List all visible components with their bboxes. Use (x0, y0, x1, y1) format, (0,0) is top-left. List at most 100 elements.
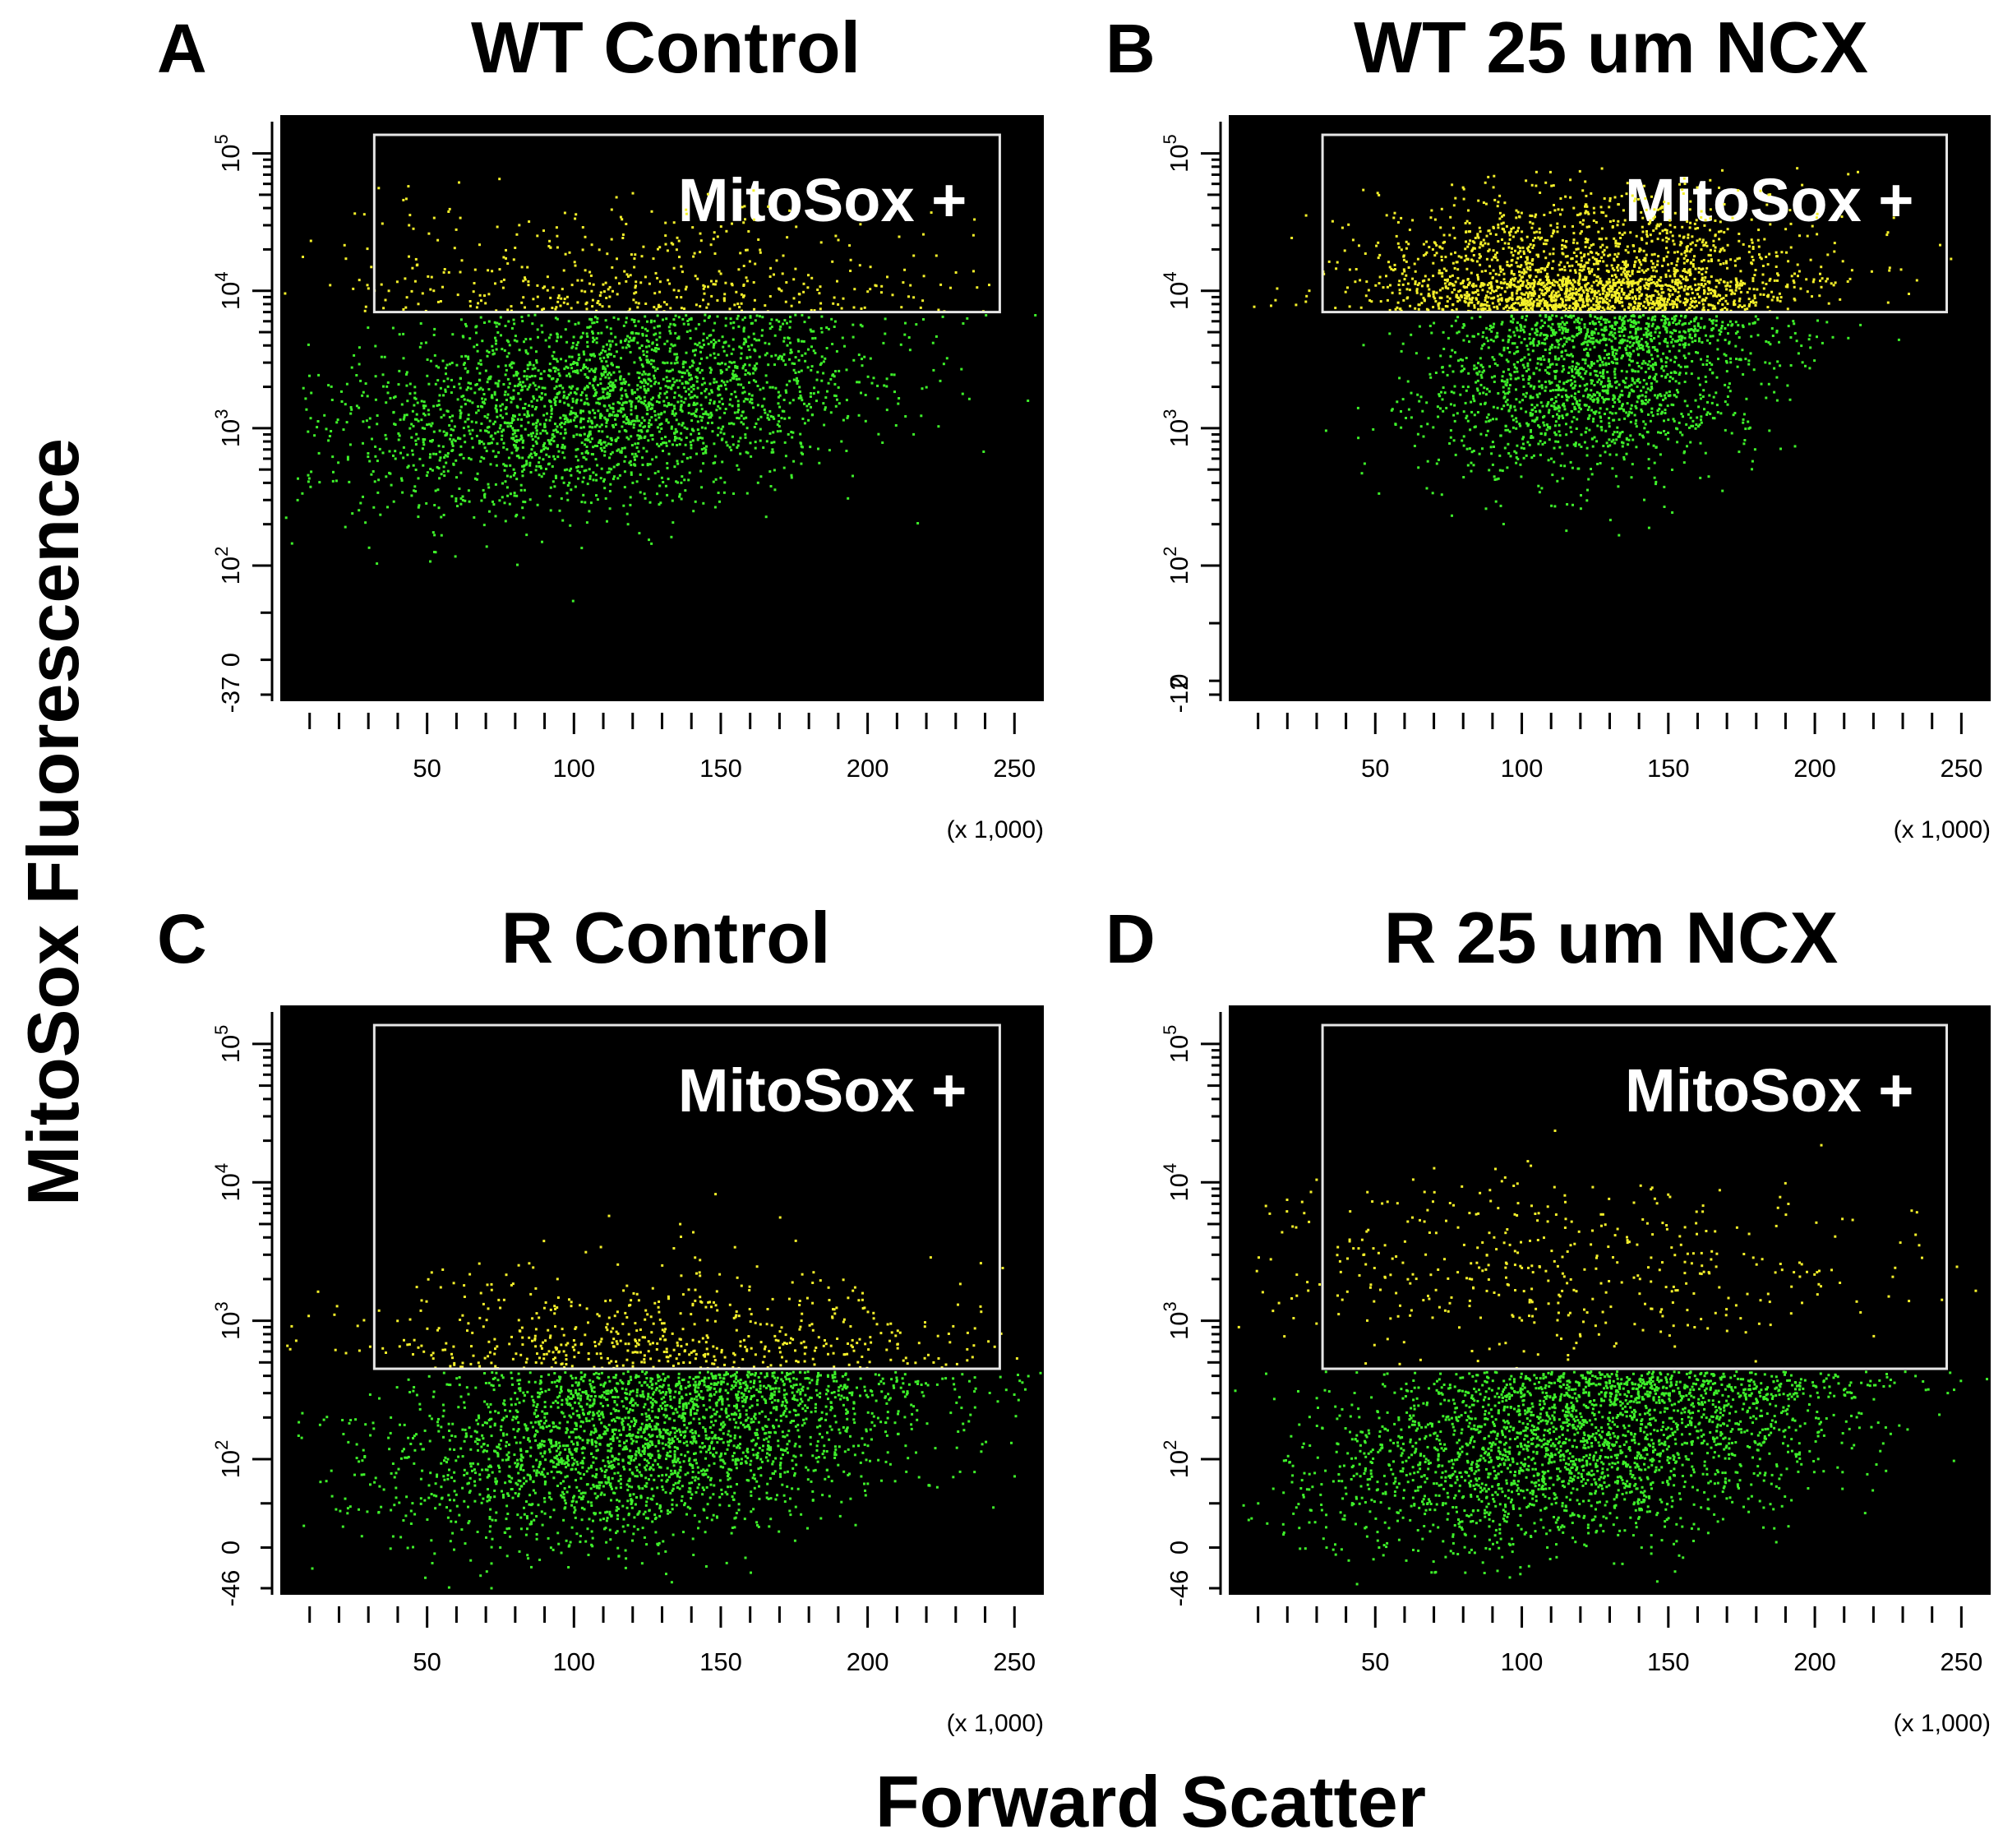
event-point (1618, 400, 1621, 403)
event-point (687, 411, 690, 414)
event-point (853, 288, 856, 291)
event-point (1625, 377, 1628, 380)
event-point (582, 426, 585, 429)
event-point (612, 384, 616, 387)
event-point (552, 367, 556, 370)
event-point (790, 304, 793, 307)
event-point (1521, 358, 1524, 361)
event-point (1560, 354, 1563, 358)
event-point (532, 423, 534, 426)
event-point (1544, 368, 1547, 372)
event-point (1570, 384, 1572, 387)
event-point (644, 404, 648, 407)
event-point (575, 387, 579, 390)
event-point (537, 369, 540, 372)
event-point (636, 341, 639, 344)
event-point (557, 450, 561, 453)
event-point (554, 400, 557, 403)
event-point (1629, 434, 1632, 437)
event-point (362, 390, 365, 394)
event-point (487, 413, 490, 416)
event-point (606, 373, 609, 377)
event-point (1641, 434, 1644, 437)
event-point (1658, 342, 1661, 345)
event-point (1624, 315, 1627, 318)
event-point (1607, 254, 1610, 257)
event-point (1461, 386, 1465, 388)
event-point (467, 381, 470, 385)
event-point (1625, 452, 1628, 455)
event-point (370, 473, 373, 476)
event-point (1605, 353, 1608, 356)
event-point (459, 437, 462, 441)
event-point (575, 425, 578, 428)
event-point (462, 427, 465, 430)
event-point (1507, 346, 1509, 349)
event-point (1617, 398, 1620, 401)
event-point (579, 369, 583, 372)
event-point (713, 377, 716, 381)
event-point (553, 387, 556, 390)
event-point (1480, 347, 1484, 350)
event-point (622, 324, 625, 327)
event-point (646, 409, 649, 412)
event-point (717, 394, 720, 397)
event-point (1461, 358, 1464, 362)
event-point (960, 367, 963, 371)
event-point (484, 398, 487, 401)
event-point (1590, 363, 1593, 366)
event-point (1623, 381, 1627, 385)
event-point (621, 425, 624, 428)
event-point (588, 381, 592, 385)
event-point (1630, 411, 1633, 414)
event-point (736, 400, 740, 403)
event-point (1482, 391, 1485, 395)
event-point (819, 307, 822, 311)
event-point (626, 335, 630, 338)
event-point (1698, 383, 1701, 386)
event-point (561, 451, 565, 455)
event-point (685, 437, 688, 439)
event-point (1441, 366, 1444, 369)
event-point (747, 372, 750, 375)
event-point (866, 375, 870, 378)
event-point (1691, 340, 1694, 344)
event-point (366, 395, 369, 398)
event-point (1478, 370, 1481, 373)
event-point (1553, 332, 1556, 335)
event-point (780, 358, 783, 361)
event-point (563, 456, 566, 460)
event-point (1597, 332, 1600, 335)
event-point (704, 448, 708, 451)
event-point (1535, 393, 1539, 396)
event-point (414, 490, 418, 493)
event-point (673, 353, 676, 356)
event-point (1596, 316, 1599, 320)
event-point (1731, 323, 1734, 326)
event-point (1561, 477, 1564, 480)
event-point (462, 395, 465, 398)
event-point (1432, 426, 1435, 429)
event-point (1541, 404, 1544, 408)
event-point (665, 369, 668, 372)
event-point (1598, 411, 1601, 414)
event-point (342, 428, 345, 432)
event-point (1554, 400, 1558, 403)
event-point (750, 455, 753, 458)
event-point (1527, 382, 1530, 385)
x-tick-label: 50 (413, 754, 441, 783)
event-point (1482, 331, 1485, 334)
event-point (1586, 328, 1590, 331)
event-point (1656, 413, 1659, 416)
event-point (1668, 390, 1671, 393)
event-point (665, 418, 668, 421)
y-tick-base: 10 (216, 419, 245, 447)
event-point (825, 347, 828, 349)
event-point (480, 422, 483, 425)
event-point (1535, 321, 1539, 325)
event-point (858, 381, 861, 384)
event-point (1736, 365, 1739, 368)
event-point (439, 386, 442, 390)
event-point (1531, 409, 1535, 412)
event-point (1661, 365, 1664, 368)
